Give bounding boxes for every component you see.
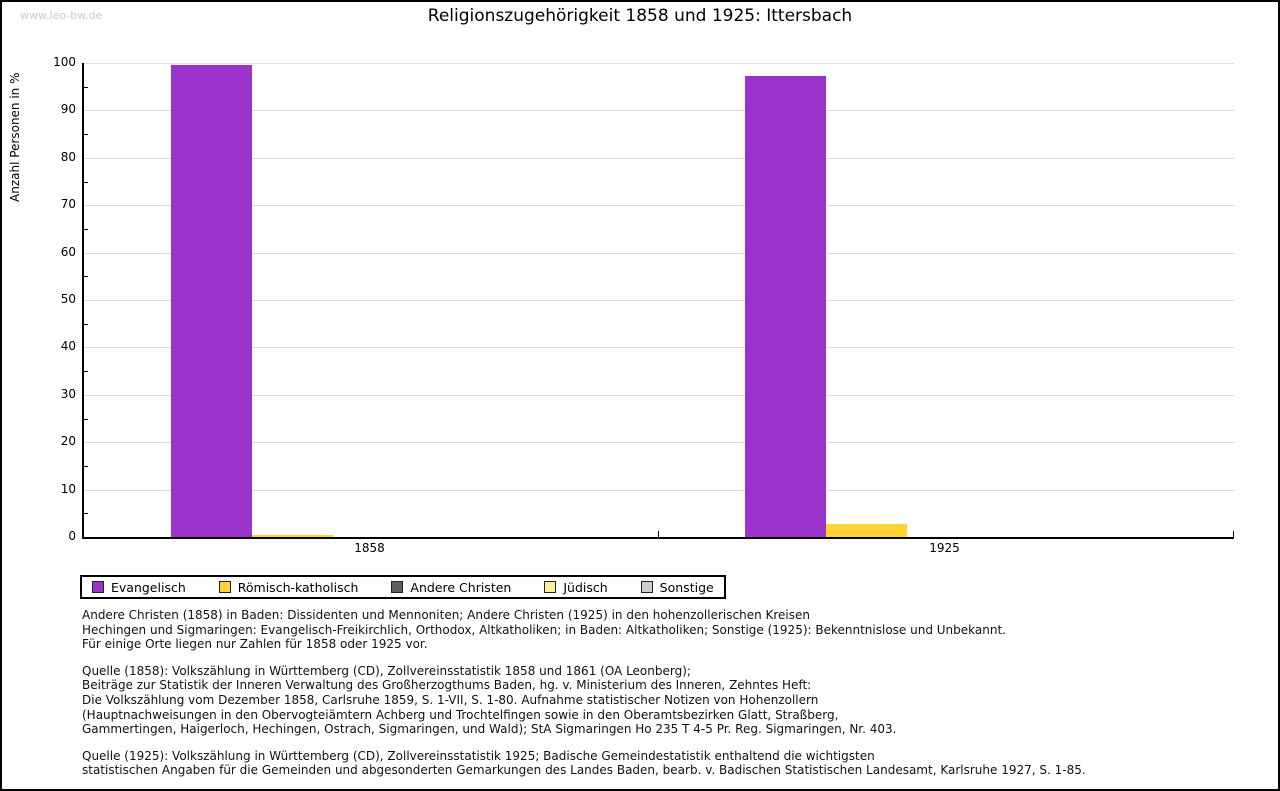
gridline-80 xyxy=(84,157,1234,159)
y-axis-minor-tick xyxy=(84,134,88,136)
footnote-line: Beiträge zur Statistik der Inneren Verwa… xyxy=(82,678,812,693)
x-axis-label-1925: 1925 xyxy=(929,541,960,555)
gridline-20 xyxy=(84,442,1234,444)
legend: Evangelisch Römisch-katholisch Andere Chri… xyxy=(80,575,726,599)
legend-item-r-misch-katholisch: Römisch-katholisch xyxy=(218,579,359,595)
footnote-paragraph-2: Quelle (1858): Volkszählung in Württembe… xyxy=(82,664,1212,737)
legend-item-j-disch: Jüdisch xyxy=(544,579,608,595)
legend-label: Römisch-katholisch xyxy=(237,579,359,595)
legend-label: Sonstige xyxy=(659,579,714,595)
legend-item-evangelisch: Evangelisch xyxy=(92,580,186,595)
footnote-line: Für einige Orte liegen nur Zahlen für 18… xyxy=(82,637,428,652)
y-axis-tick-label-20: 20 xyxy=(60,434,76,449)
footnote-line: Die Volkszählung vom Dezember 1858, Carl… xyxy=(82,692,819,707)
x-axis-end-tick xyxy=(1233,531,1234,537)
bar-r-misch-katholisch-1858 xyxy=(252,535,333,537)
footnote-line: statistischen Angaben für die Gemeinden … xyxy=(82,763,1086,778)
gridline-10 xyxy=(84,489,1234,491)
legend-label: Jüdisch xyxy=(563,579,608,595)
gridline-100 xyxy=(84,63,1234,64)
y-axis-title: Anzahl Personen in % xyxy=(8,72,22,202)
footnote-line: Gammertingen, Haigerloch, Hechingen, Ost… xyxy=(82,722,897,737)
legend-item-sonstige: Sonstige xyxy=(640,579,714,595)
gridline-90 xyxy=(84,110,1234,112)
footnote-paragraph-1: Andere Christen (1858) in Baden: Disside… xyxy=(82,608,1212,652)
y-axis-tick-label-70: 70 xyxy=(60,197,76,212)
y-axis-tick-label-0: 0 xyxy=(68,529,76,543)
y-axis-tick-label-50: 50 xyxy=(60,292,76,306)
x-axis-label-1858: 1858 xyxy=(354,541,385,555)
y-axis-minor-tick xyxy=(84,86,88,88)
watermark-text: www.leo-bw.de xyxy=(20,9,103,22)
footnote-line: Hechingen und Sigmaringen: Evangelisch-F… xyxy=(82,622,1006,637)
y-axis-minor-tick xyxy=(84,513,88,515)
bar-evangelisch-1925 xyxy=(745,75,826,537)
gridline-30 xyxy=(84,394,1234,396)
y-axis-tick-label-10: 10 xyxy=(60,481,76,496)
gridline-50 xyxy=(84,300,1234,301)
footnote-line: (Hauptnachweisungen in den Obervogteiämt… xyxy=(82,707,839,722)
footnote-line: Quelle (1925): Volkszählung in Württembe… xyxy=(82,748,875,763)
bar-evangelisch-1858 xyxy=(171,64,252,537)
y-axis-tick-label-30: 30 xyxy=(60,386,76,401)
y-axis-tick-label-90: 90 xyxy=(60,102,76,117)
y-axis-minor-tick xyxy=(84,371,88,373)
bar-r-misch-katholisch-1925 xyxy=(826,524,907,537)
y-axis-minor-tick xyxy=(84,276,88,278)
y-axis-tick-label-40: 40 xyxy=(60,339,76,354)
y-axis-tick-label-100: 100 xyxy=(53,55,76,69)
legend-swatch xyxy=(391,581,404,593)
footnote-line: Andere Christen (1858) in Baden: Disside… xyxy=(82,608,810,622)
y-axis-minor-tick xyxy=(84,418,88,420)
plot-area xyxy=(82,63,1234,539)
legend-label: Evangelisch xyxy=(111,579,186,595)
legend-item-andere-christen: Andere Christen xyxy=(391,580,511,595)
legend-swatch xyxy=(640,581,653,593)
y-axis-minor-tick xyxy=(84,181,88,183)
y-axis-tick-label-80: 80 xyxy=(60,149,76,164)
legend-swatch xyxy=(92,581,104,593)
gridline-40 xyxy=(84,347,1234,349)
legend-swatch xyxy=(544,581,557,593)
footnote-line: Quelle (1858): Volkszählung in Württembe… xyxy=(82,663,691,678)
y-axis-tick-label-60: 60 xyxy=(60,244,76,259)
y-axis-minor-tick xyxy=(84,465,88,467)
legend-swatch xyxy=(218,581,231,593)
gridline-60 xyxy=(84,252,1234,254)
page-title: Religionszugehörigkeit 1858 und 1925: It… xyxy=(427,6,853,26)
y-axis-minor-tick xyxy=(84,228,88,230)
x-axis-center-tick xyxy=(658,531,659,537)
footnote-paragraph-3: Quelle (1925): Volkszählung in Württembe… xyxy=(82,749,1212,778)
legend-label: Andere Christen xyxy=(410,579,512,595)
footnotes: Andere Christen (1858) in Baden: Disside… xyxy=(82,608,1212,789)
y-axis-minor-tick xyxy=(84,323,88,325)
gridline-70 xyxy=(84,205,1234,207)
